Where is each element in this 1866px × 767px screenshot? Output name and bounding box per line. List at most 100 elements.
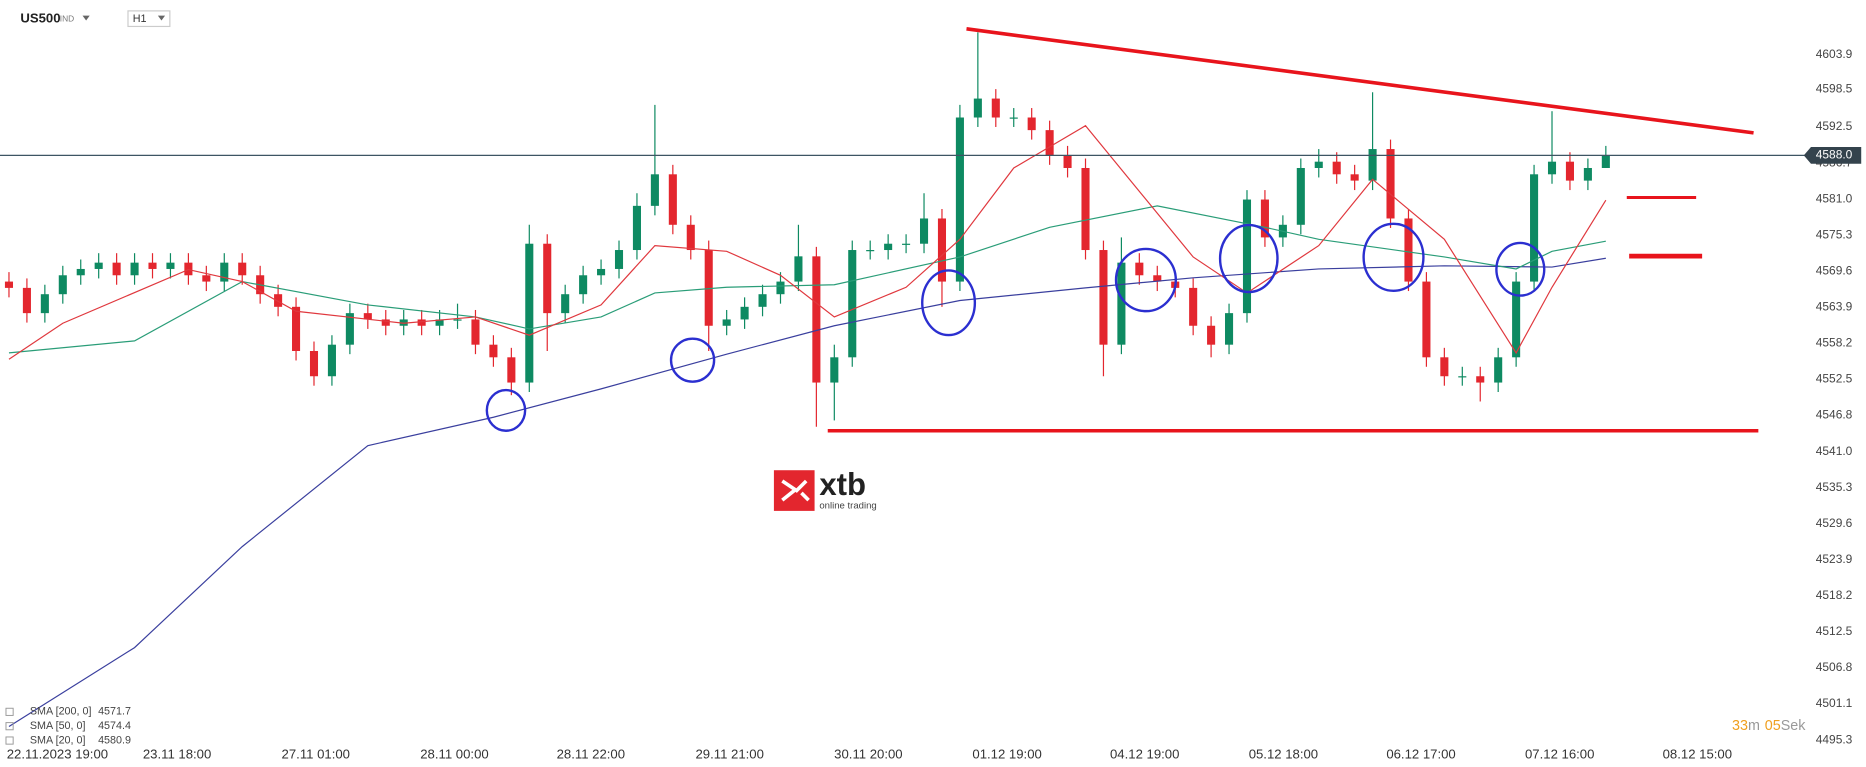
candle-body	[1494, 357, 1503, 383]
candle-body	[1260, 199, 1269, 238]
candle-body	[1422, 281, 1431, 358]
legend-value: 4571.7	[98, 706, 131, 718]
candle-body	[1099, 250, 1108, 345]
highlight-circle	[1362, 222, 1425, 292]
plot	[0, 32, 1807, 727]
candle-body	[1440, 357, 1449, 377]
legend-name: SMA [20, 0]	[30, 734, 86, 746]
y-tick-label: 4569.6	[1816, 264, 1853, 278]
candle-body	[1045, 130, 1054, 156]
x-tick-label: 22.11.2023 19:00	[7, 746, 108, 761]
candle-body	[292, 306, 301, 351]
candle-body	[848, 250, 857, 358]
y-tick-label: 4523.9	[1816, 552, 1853, 566]
candle-body	[202, 275, 211, 282]
y-tick-label: 4581.0	[1816, 192, 1853, 206]
dropdown-arrow[interactable]	[82, 15, 90, 21]
candle-body	[1135, 262, 1144, 276]
candle-body	[1207, 325, 1216, 345]
candle-body	[184, 262, 193, 276]
timer-part: 33	[1732, 718, 1748, 734]
candle-body	[632, 205, 641, 251]
x-tick-label: 30.11 20:00	[834, 746, 902, 761]
candle-body	[1547, 161, 1557, 175]
candle-body	[1368, 149, 1377, 181]
last-price-box	[1803, 146, 1862, 164]
candle-body	[794, 256, 803, 282]
candle-body	[238, 262, 247, 276]
x-tick-label: 28.11 00:00	[420, 746, 488, 761]
candle-body	[130, 262, 139, 276]
candle-body	[543, 243, 552, 314]
candle-body	[614, 250, 624, 269]
candle-body	[1350, 174, 1359, 181]
highlight-circle	[921, 269, 977, 337]
candle-body	[381, 319, 390, 326]
x-tick-label: 29.11 21:00	[695, 746, 763, 761]
candle-body	[327, 344, 336, 377]
legend-icon	[5, 707, 14, 716]
x-tick-label: 06.12 17:00	[1386, 746, 1455, 761]
candle-body	[1081, 167, 1090, 251]
candle-body	[1189, 287, 1198, 326]
candle-body	[40, 294, 49, 314]
legend-value: 4580.9	[98, 734, 131, 746]
candle-body	[561, 294, 570, 314]
candle-body	[220, 262, 229, 282]
candle-body	[597, 268, 606, 276]
candle-body	[1009, 117, 1018, 119]
logo-tagline: online trading	[819, 501, 876, 512]
candle-body	[668, 174, 677, 225]
candle-body	[166, 262, 175, 269]
dropdown-arrow[interactable]	[157, 15, 166, 21]
highlight-circle	[1495, 241, 1546, 297]
candle-body	[1512, 281, 1521, 358]
candle-body	[471, 319, 480, 345]
y-tick-label: 4575.3	[1816, 228, 1853, 242]
y-tick-label: 4546.8	[1816, 408, 1853, 422]
candle-body	[1314, 161, 1323, 168]
candle-body	[1476, 376, 1485, 383]
candle-body	[902, 243, 911, 245]
candle-body	[489, 344, 498, 358]
candle-body	[94, 262, 103, 269]
interval-box[interactable]	[127, 10, 171, 28]
candle-body	[776, 281, 785, 295]
candle-body	[345, 313, 354, 345]
candle-body	[704, 250, 713, 326]
candle-body	[866, 250, 875, 252]
y-tick-label: 4518.2	[1816, 588, 1853, 602]
timer-part: Sek	[1781, 718, 1807, 734]
highlight-circle	[1218, 223, 1279, 294]
legend-icon	[5, 722, 14, 731]
candle-body	[579, 275, 588, 295]
candle-body	[148, 262, 157, 269]
highlight-circle	[485, 388, 527, 432]
x-tick-label: 05.12 18:00	[1249, 746, 1318, 761]
candle-body	[1153, 275, 1162, 282]
candle-body	[919, 218, 929, 244]
sma-line	[8, 124, 1607, 360]
x-tick-label: 23.11 18:00	[143, 746, 211, 761]
x-tick-label: 07.12 16:00	[1525, 746, 1594, 761]
y-tick-label: 4563.9	[1816, 300, 1853, 314]
legend-value: 4574.4	[98, 720, 131, 732]
last-price-label: 4588.0	[1816, 148, 1853, 162]
candle-body	[650, 174, 659, 206]
candle-body	[686, 224, 695, 251]
symbol[interactable]: US500	[20, 11, 60, 26]
logo-x	[781, 479, 810, 502]
candle-body	[758, 294, 767, 307]
y-tick-label: 4598.5	[1816, 81, 1853, 95]
x-tick-label: 08.12 15:00	[1663, 746, 1732, 761]
x-tick-label: 27.11 01:00	[282, 746, 350, 761]
legend-name: SMA [50, 0]	[30, 720, 86, 732]
candle-body	[1225, 313, 1234, 345]
candle-body	[740, 306, 749, 320]
candle-body	[4, 281, 14, 288]
candle-body	[830, 357, 839, 383]
sma-line	[8, 205, 1606, 354]
candle-body	[937, 218, 947, 282]
candle-body	[1565, 161, 1574, 181]
candle-body	[417, 319, 426, 326]
